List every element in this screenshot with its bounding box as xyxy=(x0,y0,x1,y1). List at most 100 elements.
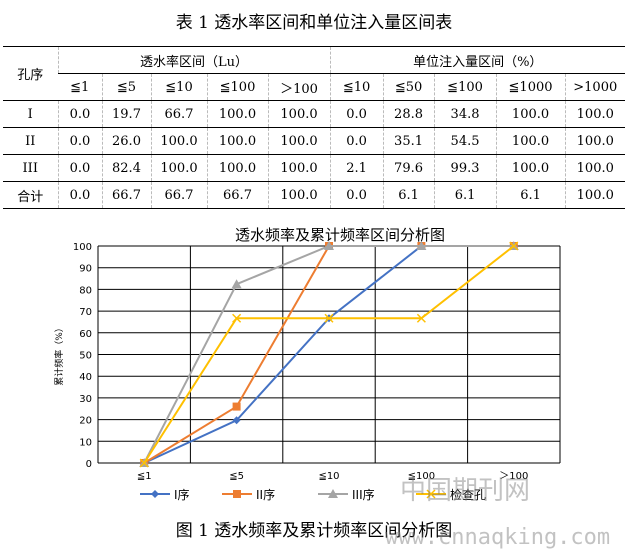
group-header: 透水率区间（Lu） xyxy=(57,46,331,74)
data-point xyxy=(232,402,241,411)
watermark: 中国期刊网 xyxy=(400,476,531,506)
y-tick-label: 50 xyxy=(79,351,92,362)
table-cell: 79.6 xyxy=(382,154,435,182)
table-cell: 66.7 xyxy=(150,181,207,209)
table-cell: 100.0 xyxy=(495,127,566,155)
legend-label: 检查孔 xyxy=(450,487,486,502)
table-cell: 6.1 xyxy=(495,181,566,209)
table-cell: 100.0 xyxy=(206,127,268,155)
table-cell: 35.1 xyxy=(382,127,435,155)
x-tick-label: ＞100 xyxy=(499,471,528,482)
chart-title: 透水频率及累计频率区间分析图 xyxy=(235,226,445,244)
table-cell: 26.0 xyxy=(101,127,151,155)
x-tick-label: ≦100 xyxy=(408,471,435,482)
column-header: ≦1000 xyxy=(495,73,566,101)
table-cell: 34.8 xyxy=(433,100,497,128)
table-row: 合计 0.0 66.7 66.7 66.7 100.0 0.0 6.1 6.1 6.1 100.0 xyxy=(3,181,625,209)
table-cell: 0.0 xyxy=(57,181,102,209)
table-row: III 0.0 82.4 100.0 100.0 100.0 2.1 79.6 99.3 100.… xyxy=(3,154,625,182)
y-axis-label: 累计频率（%） xyxy=(53,323,65,386)
table-cell: 100.0 xyxy=(564,127,625,155)
y-tick-label: 70 xyxy=(79,307,92,318)
data-point xyxy=(324,241,334,250)
watermark-url: www.cnnaqking.com xyxy=(385,525,611,550)
figure-caption: 图 1 透水频率及累计频率区间分析图 xyxy=(175,521,453,541)
row-label: I xyxy=(27,106,33,122)
row-header: 孔序 xyxy=(17,68,44,83)
table-cell: 19.7 xyxy=(101,100,151,128)
legend-marker xyxy=(328,489,338,498)
table-cell: 100.0 xyxy=(267,127,331,155)
data-point xyxy=(232,416,241,425)
table-cell: 0.0 xyxy=(329,127,384,155)
data-point xyxy=(324,313,334,323)
x-tick-label: ≦10 xyxy=(318,471,339,482)
legend-label: I序 xyxy=(174,487,190,502)
data-point xyxy=(416,241,427,250)
table-cell: 100.0 xyxy=(267,181,331,209)
table-cell: 0.0 xyxy=(329,100,384,128)
table-cell: 99.3 xyxy=(433,154,497,182)
table-cell: 100.0 xyxy=(267,154,331,182)
data-point xyxy=(232,313,242,323)
legend-marker xyxy=(426,489,436,499)
x-tick-label: ≦1 xyxy=(137,471,152,482)
row-label: II xyxy=(25,133,36,149)
legend-marker xyxy=(151,490,159,498)
column-header: ≦100 xyxy=(206,73,268,101)
table-cell: 54.5 xyxy=(433,127,497,155)
table-cell: 66.7 xyxy=(206,181,268,209)
data-point xyxy=(231,279,242,289)
table-cell: 100.0 xyxy=(206,154,268,182)
column-header: ≦50 xyxy=(382,73,435,101)
row-label: III xyxy=(22,160,38,176)
y-tick-label: 10 xyxy=(79,437,92,448)
table-cell: 6.1 xyxy=(382,181,435,209)
column-header: ≦5 xyxy=(101,73,151,101)
legend-marker xyxy=(233,490,241,498)
legend-label: III序 xyxy=(352,487,375,502)
column-header: ≦100 xyxy=(433,73,497,101)
column-header: ≦10 xyxy=(329,73,384,101)
legend-label: II序 xyxy=(256,487,275,502)
table-title: 表 1 透水率区间和单位注入量区间表 xyxy=(175,13,453,33)
data-point xyxy=(139,458,149,468)
table-cell: 0.0 xyxy=(57,127,102,155)
y-tick-label: 20 xyxy=(79,416,92,427)
row-label: 合计 xyxy=(17,189,44,205)
column-header: ＞100 xyxy=(267,73,331,101)
table-cell: 0.0 xyxy=(57,100,102,128)
y-tick-label: 30 xyxy=(79,394,92,405)
table-row: I 0.0 19.7 66.7 100.0 100.0 0.0 28.8 34.8 100.0 10… xyxy=(3,100,625,128)
data-point xyxy=(509,241,519,251)
table-cell: 100.0 xyxy=(564,100,625,128)
y-tick-label: 90 xyxy=(79,264,92,275)
table-cell: 66.7 xyxy=(150,100,207,128)
table-cell: 100.0 xyxy=(495,100,566,128)
x-tick-label: ≦5 xyxy=(229,471,244,482)
data-point xyxy=(416,313,426,323)
table-cell: 0.0 xyxy=(57,154,102,182)
table-cell: 100.0 xyxy=(150,127,207,155)
data-table: 孔序 透水率区间（Lu） 单位注入量区间（%） ≦1 ≦5 ≦10 ≦100 ＞100 ≦… xyxy=(3,46,625,209)
table-cell: 2.1 xyxy=(329,154,384,182)
table-cell: 82.4 xyxy=(101,154,151,182)
table-row: II 0.0 26.0 100.0 100.0 100.0 0.0 35.1 54.5 100.0… xyxy=(3,127,625,155)
y-tick-label: 100 xyxy=(73,242,92,253)
table-cell: 100.0 xyxy=(150,154,207,182)
y-tick-label: 60 xyxy=(79,329,92,340)
line-chart: 透水频率及累计频率区间分析图 0 10 20 30 40 50 60 70 80 90 100 ≦1 ≦5… xyxy=(53,226,561,502)
table-cell: 6.1 xyxy=(433,181,497,209)
table-cell: 28.8 xyxy=(382,100,435,128)
y-tick-label: 0 xyxy=(86,459,92,470)
table-cell: 100.0 xyxy=(267,100,331,128)
column-header: >1000 xyxy=(564,73,625,101)
y-tick-label: 80 xyxy=(79,285,92,296)
column-header: ≦1 xyxy=(58,73,102,101)
table-cell: 100.0 xyxy=(564,181,625,209)
table-cell: 0.0 xyxy=(329,181,384,209)
table-cell: 66.7 xyxy=(101,181,151,209)
y-tick-label: 40 xyxy=(79,372,92,383)
group-header: 单位注入量区间（%） xyxy=(329,46,625,74)
table-cell: 100.0 xyxy=(564,154,625,182)
